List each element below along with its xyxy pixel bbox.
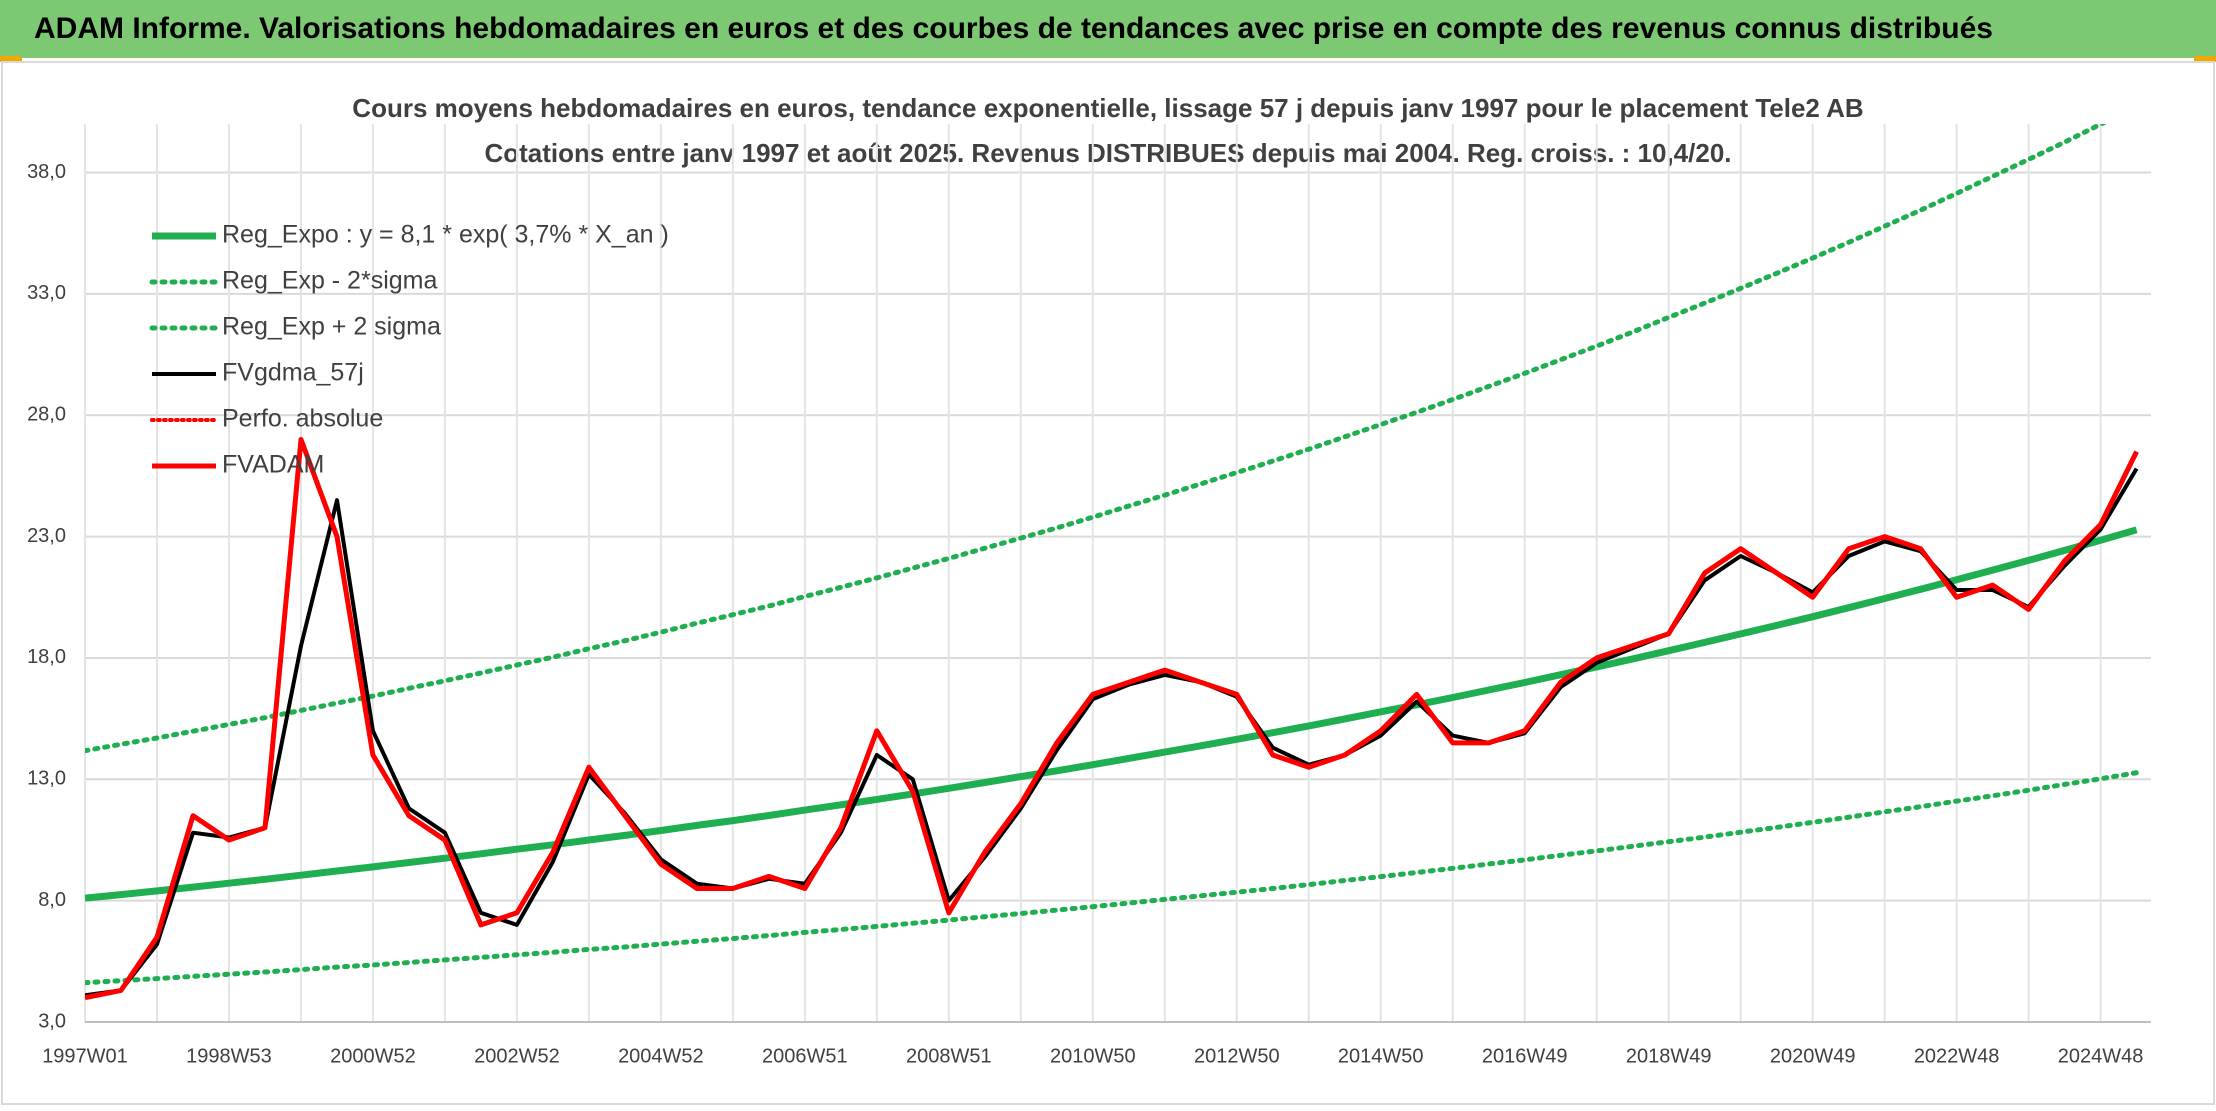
series-line: [85, 124, 2107, 754]
x-tick-label: 2020W49: [1770, 1045, 1856, 1067]
legend-label: Perfo. absolue: [222, 405, 383, 433]
x-tick-label: 2002W52: [474, 1045, 560, 1067]
series-line: [85, 437, 2139, 1001]
plot-lines: [85, 124, 2140, 1001]
grid: 3,0 8,0 13,0 18,0 23,0 28,0 33,0 38,0 1997W01 199…: [27, 124, 2151, 1067]
chart-subtitle: Cotations entre janv 1997 et août 2025. …: [484, 138, 1731, 168]
y-tick-label: 38,0: [27, 161, 66, 183]
x-tick-label: 2004W52: [618, 1045, 704, 1067]
legend: Reg_Expo : y = 8,1 * exp( 3,7% * X_an ) R…: [149, 221, 669, 479]
legend-label: FVADAM: [222, 451, 324, 479]
x-tick-label: 2000W52: [330, 1045, 416, 1067]
series-line: [85, 770, 2140, 986]
x-tick-label: 2016W49: [1482, 1045, 1568, 1067]
page-title: ADAM Informe. Valorisations hebdomadaire…: [34, 12, 1993, 45]
x-tick-label: 2012W50: [1194, 1045, 1280, 1067]
x-tick-label: 2006W51: [762, 1045, 848, 1067]
y-tick-label: 3,0: [38, 1010, 66, 1032]
chart-title: Cours moyens hebdomadaires en euros, ten…: [352, 93, 1863, 123]
legend-label: Reg_Exp + 2 sigma: [222, 313, 441, 341]
y-tick-label: 28,0: [27, 404, 66, 426]
legend-label: Reg_Expo : y = 8,1 * exp( 3,7% * X_an ): [222, 221, 669, 249]
y-tick-label: 23,0: [27, 525, 66, 547]
x-tick-label: 2022W48: [1914, 1045, 2000, 1067]
x-tick-label: 2024W48: [2058, 1045, 2144, 1067]
corner-mark: [0, 56, 22, 62]
y-tick-label: 13,0: [27, 768, 66, 790]
corner-mark: [2194, 56, 2216, 62]
x-tick-label: 2010W50: [1050, 1045, 1136, 1067]
legend-label: Reg_Exp - 2*sigma: [222, 267, 437, 295]
x-tick-label: 2014W50: [1338, 1045, 1424, 1067]
series-line: [85, 526, 2138, 902]
y-tick-label: 33,0: [27, 282, 66, 304]
x-tick-label: 2008W51: [906, 1045, 992, 1067]
x-tick-label: 1997W01: [42, 1045, 128, 1067]
chart-frame: [1, 61, 2215, 1105]
y-tick-label: 18,0: [27, 646, 66, 668]
legend-label: FVgdma_57j: [222, 359, 364, 387]
x-tick-label: 2018W49: [1626, 1045, 1712, 1067]
x-tick-label: 1998W53: [186, 1045, 272, 1067]
y-tick-label: 8,0: [38, 889, 66, 911]
title-bar: [0, 0, 2216, 58]
